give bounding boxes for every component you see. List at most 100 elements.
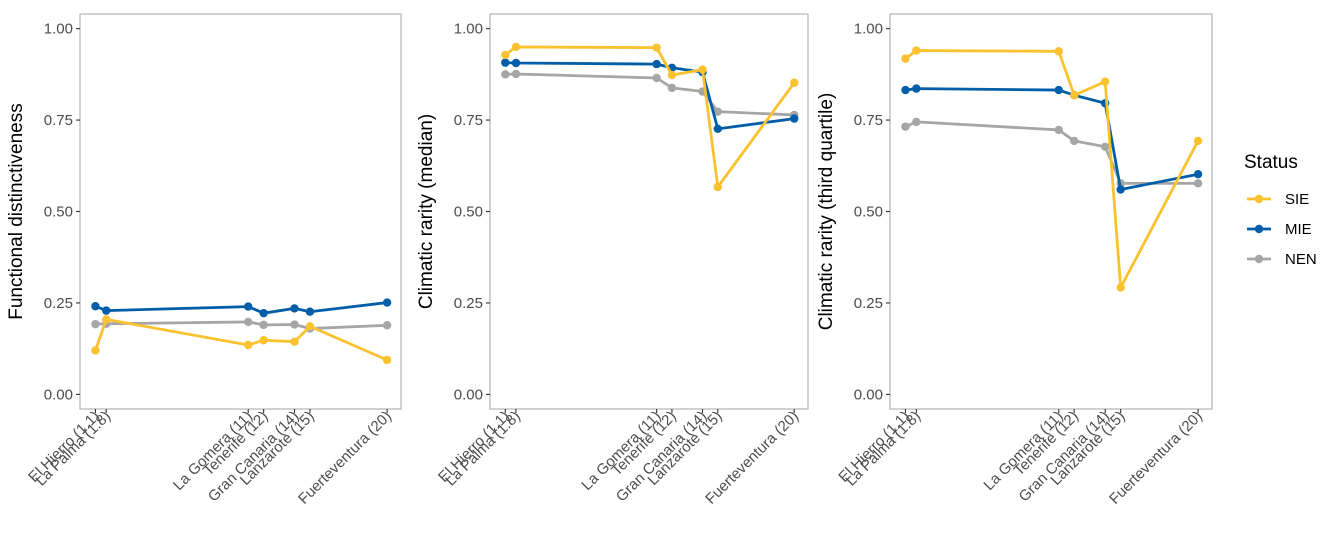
series-line [904, 49, 1200, 289]
data-point [259, 320, 268, 330]
y-axis-title: Climatic rarity (median) [416, 114, 437, 309]
data-point [901, 54, 910, 63]
data-point [259, 336, 268, 345]
y-tick-label: 0.50 [454, 204, 483, 221]
data-point [912, 84, 921, 93]
y-tick-label: 0.25 [454, 295, 483, 312]
data-point [667, 83, 677, 93]
y-tick-label: 0.50 [854, 204, 883, 221]
data-point [91, 302, 100, 311]
data-point [1193, 179, 1203, 188]
data-point [290, 320, 299, 329]
data-point [652, 73, 661, 83]
data-point [501, 50, 510, 60]
y-tick-label: 0.50 [44, 204, 73, 221]
data-point [102, 315, 111, 324]
panel-border [79, 13, 402, 410]
data-point [713, 182, 722, 192]
data-point [1054, 85, 1063, 95]
legend-label: NEN [1285, 251, 1317, 268]
data-point [713, 124, 722, 134]
y-tick-label: 1.00 [454, 21, 483, 38]
data-point [901, 122, 910, 131]
panel-border [889, 13, 1213, 410]
data-point [790, 78, 799, 87]
series-mie [501, 58, 799, 134]
data-point [259, 308, 268, 318]
data-point [382, 321, 392, 330]
data-point [290, 337, 299, 346]
y-tick-label: 1.00 [854, 21, 883, 38]
y-tick-label: 0.00 [44, 386, 73, 403]
series-line [94, 317, 388, 362]
data-point [1116, 185, 1125, 194]
data-point [501, 58, 510, 67]
data-point [1116, 283, 1125, 292]
series-sie [901, 46, 1203, 292]
data-point [1070, 136, 1079, 146]
data-point [501, 70, 510, 79]
y-tick-label: 1.00 [44, 21, 73, 38]
data-point [1193, 136, 1203, 146]
series-line [94, 301, 388, 315]
data-point [790, 114, 799, 123]
legend-key-point [1254, 194, 1264, 204]
series-line [504, 45, 796, 189]
series-line [904, 120, 1199, 185]
series-nen [901, 117, 1203, 188]
legend-label: SIE [1285, 191, 1309, 208]
legend-key-point [1254, 254, 1264, 264]
data-point [912, 117, 921, 127]
data-point [901, 85, 910, 95]
data-point [698, 65, 707, 74]
data-point [652, 59, 661, 69]
data-point [244, 340, 253, 350]
series-mie [901, 84, 1203, 194]
data-point [511, 69, 521, 79]
data-point [305, 307, 315, 316]
data-point [1054, 125, 1063, 135]
y-tick-label: 0.75 [44, 112, 73, 129]
data-point [1054, 47, 1063, 56]
data-point [91, 319, 100, 329]
data-point [1193, 169, 1203, 179]
legend-key-point [1254, 224, 1264, 234]
data-point [1100, 142, 1110, 151]
y-tick-label: 0.00 [454, 386, 483, 403]
series-line [505, 61, 795, 131]
data-point [382, 355, 392, 365]
x-tick-label: La Palma (1.8) [442, 408, 524, 490]
data-point [667, 70, 677, 80]
legend-item-mie: MIE [1247, 221, 1312, 238]
y-tick-label: 0.25 [854, 295, 883, 312]
series-sie [91, 315, 392, 365]
legend-title: Status [1244, 152, 1298, 173]
data-point [1070, 90, 1079, 100]
legend-item-nen: NEN [1247, 251, 1317, 268]
data-point [713, 107, 722, 116]
series-nen [501, 69, 799, 120]
legend: Status SIE MIE NEN [1244, 152, 1317, 268]
legend-item-sie: SIE [1247, 191, 1309, 208]
y-axis-title: Functional distinctiveness [6, 103, 27, 320]
series-mie [91, 298, 392, 318]
y-tick-label: 0.75 [854, 112, 883, 129]
data-point [511, 42, 521, 52]
data-point [244, 302, 253, 311]
series-sie [501, 42, 799, 192]
data-point [652, 43, 661, 52]
series-line [505, 72, 795, 117]
y-tick-label: 0.25 [44, 295, 73, 312]
y-axis-title: Climatic rarity (third quartile) [816, 93, 837, 331]
data-point [1100, 77, 1110, 86]
data-point [244, 317, 253, 327]
x-tick-label: La Palma (1.8) [32, 408, 114, 490]
y-tick-label: 0.00 [854, 386, 883, 403]
data-point [91, 346, 100, 355]
data-point [102, 306, 111, 315]
